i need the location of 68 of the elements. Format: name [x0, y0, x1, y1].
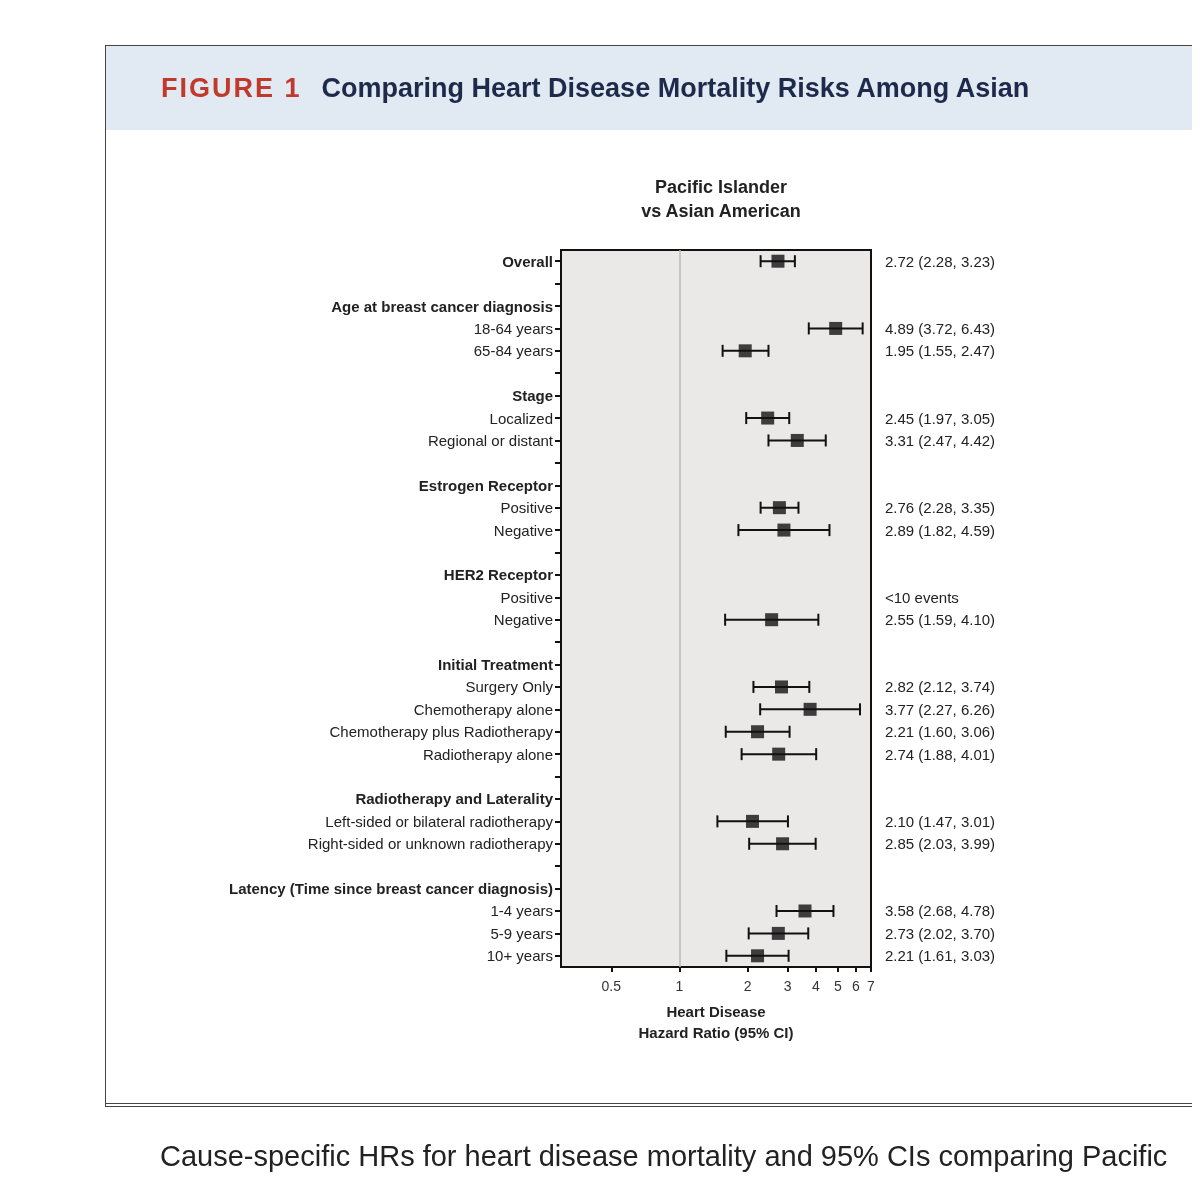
data-label: 1.95 (1.55, 2.47): [885, 342, 996, 360]
y-tick-label: HER2 Receptor: [443, 566, 554, 584]
x-tick-label: 1: [675, 978, 684, 994]
x-tick-label: 2: [743, 978, 752, 994]
x-tick-label: 0.5: [601, 978, 622, 994]
y-tick-label: Radiotherapy alone: [422, 745, 553, 763]
text: Cause-specific HRs for heart disease mortality and 95% CIs comparing Pacific: [160, 1140, 1168, 1173]
y-tick-label: 65-84 years: [473, 342, 553, 360]
y-tick-label: Initial Treatment: [437, 656, 553, 674]
y-tick-label: Localized: [489, 409, 553, 427]
data-label: 2.76 (2.28, 3.35): [885, 499, 996, 517]
data-label: 2.55 (1.59, 4.10): [885, 611, 996, 629]
y-tick-label: 18-64 years: [473, 319, 553, 337]
text: <10 events: [885, 588, 959, 606]
y-tick-label: Radiotherapy and Laterality: [355, 790, 554, 808]
y-tick-label: 10+ years: [486, 947, 553, 965]
x-tick-label: 4: [812, 978, 821, 994]
data-label: 2.21 (1.61, 3.03): [885, 947, 996, 965]
point: [765, 613, 779, 627]
data-label: 2.89 (1.82, 4.59): [885, 521, 996, 539]
data-label: 2.10 (1.47, 3.01): [885, 812, 996, 830]
y-tick-label: 5-9 years: [490, 924, 553, 942]
x-tick-label: 5: [833, 978, 842, 994]
point: [776, 837, 790, 851]
data-label: 2.72 (2.28, 3.23): [885, 252, 996, 270]
y-tick-label: Overall: [502, 252, 553, 270]
point: [772, 747, 786, 761]
y-tick-label: Chemotherapy alone: [413, 700, 553, 718]
y-tick-label: Negative: [493, 611, 553, 629]
point: [777, 523, 791, 537]
data-label: 2.21 (1.60, 3.06): [885, 723, 996, 741]
y-tick-label: Negative: [493, 521, 553, 539]
point: [771, 254, 785, 268]
y-tick-label: Estrogen Receptor: [418, 476, 554, 494]
y-tick-label: Left-sided or bilateral radiotherapy: [325, 812, 554, 830]
data-label: 2.85 (2.03, 3.99): [885, 835, 996, 853]
point: [761, 411, 775, 425]
data-label: 2.45 (1.97, 3.05): [885, 409, 996, 427]
y-tick-label: 1-4 years: [490, 902, 553, 920]
data-label: 4.89 (3.72, 6.43): [885, 319, 996, 337]
data-label: 2.74 (1.88, 4.01): [885, 745, 996, 763]
chart-subtitle: Pacific Islander vs Asian American: [641, 177, 801, 221]
y-tick-label: Chemotherapy plus Radiotherapy: [329, 723, 554, 741]
x-tick-label: 7: [867, 978, 876, 994]
x-tick-label: 3: [783, 978, 792, 994]
point: [790, 433, 804, 447]
y-tick-label: Positive: [500, 499, 553, 517]
point: [775, 680, 789, 694]
y-tick-label: Stage: [512, 387, 553, 405]
y-tick-label: Surgery Only: [465, 678, 554, 696]
data-label: 2.82 (2.12, 3.74): [885, 678, 996, 696]
y-tick-label: Right-sided or unknown radiotherapy: [307, 835, 554, 853]
point: [772, 501, 786, 515]
x-tick-label: 6: [851, 978, 860, 994]
data-label: 3.77 (2.27, 6.26): [885, 700, 996, 718]
chart-title: Comparing Heart Disease Mortality Risks Among Asian: [321, 72, 1030, 104]
y-tick-label: Latency (Time since breast cancer diagnosis): [228, 880, 553, 898]
point: [771, 926, 785, 940]
data-label: 3.31 (2.47, 4.42): [885, 431, 996, 449]
y-tick-label: Age at breast cancer diagnosis: [331, 297, 553, 315]
point: [798, 904, 812, 918]
data-label: 2.73 (2.02, 3.70): [885, 924, 996, 942]
data-label: 3.58 (2.68, 4.78): [885, 902, 996, 920]
y-tick-label: Positive: [500, 588, 553, 606]
caption: FIGURE 1: [161, 72, 302, 104]
point: [803, 702, 817, 716]
y-tick-label: Regional or distant: [427, 431, 554, 449]
x-axis-title: Heart Disease Hazard Ratio (95% CI): [638, 1003, 794, 1041]
